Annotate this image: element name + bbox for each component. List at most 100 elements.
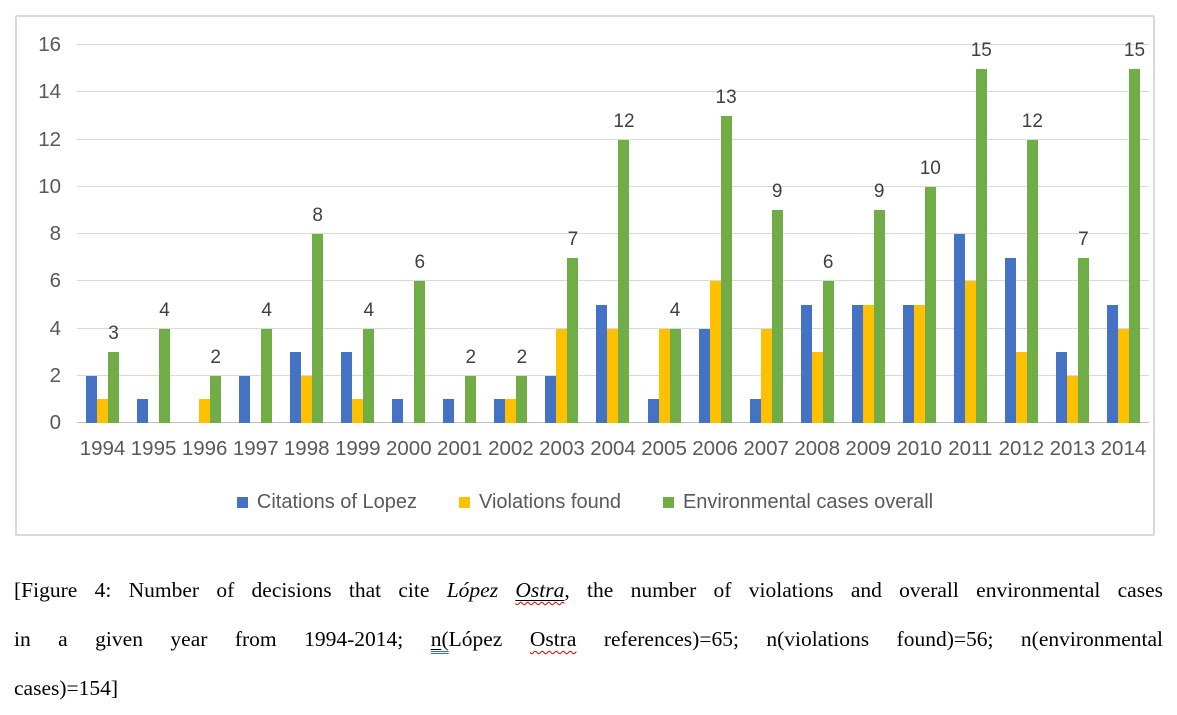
data-label-environmental-2003: 7	[567, 228, 579, 250]
bar-group-2006: 13	[690, 45, 741, 423]
bar-environmental-1998	[312, 234, 324, 423]
caption-segment-grammarcheck: n	[431, 627, 442, 651]
bar-group-1995: 4	[128, 45, 179, 423]
legend-swatch-icon	[662, 497, 674, 508]
x-axis: 1994 1995 1996 1997 1998 1999 2000 2001 2002 2003…	[77, 437, 1149, 461]
caption-line: [Figure 4: Number of decisions that cite…	[14, 566, 1163, 615]
bar-citations-1999	[341, 352, 353, 423]
bar-group-1996: 2	[179, 45, 230, 423]
y-axis-tick-label: 2	[49, 363, 61, 387]
bar-environmental-1994	[108, 352, 120, 423]
data-label-environmental-1996: 2	[210, 346, 221, 368]
x-axis-label-2002: 2002	[488, 437, 534, 460]
caption-segment: López	[448, 627, 530, 651]
bar-violations-2007	[760, 328, 772, 423]
gridline	[77, 138, 1149, 140]
bar-environmental-2012	[1026, 139, 1038, 423]
data-label-environmental-2009: 9	[873, 181, 885, 203]
bar-citations-1998	[290, 352, 302, 423]
x-axis-label-2012: 2012	[998, 437, 1045, 460]
x-axis-label-2011: 2011	[948, 437, 993, 460]
gridline	[77, 44, 1149, 45]
data-label-environmental-1998: 8	[312, 205, 323, 226]
plot-area: 0 2 4 6 8 10 12 14 16 3 4 2 4 8 4 6 2 2 7 12 4 13 9 6 9 10 15 12 7 15	[38, 34, 1149, 434]
data-label-environmental-2000: 6	[414, 252, 426, 274]
bar-citations-2006	[698, 328, 710, 423]
legend-label: Violations found	[479, 491, 621, 513]
caption-segment-italic: Ostra	[515, 578, 565, 602]
legend-label: Environmental cases overall	[682, 491, 934, 513]
bar-environmental-2001	[465, 375, 477, 423]
data-label-environmental-2011: 15	[970, 39, 992, 61]
bar-citations-2002	[494, 399, 506, 423]
bar-citations-2013	[1055, 352, 1067, 423]
bar-violations-2013	[1066, 375, 1078, 423]
bar-violations-2006	[709, 281, 721, 423]
y-axis-tick-label: 4	[49, 316, 61, 340]
bar-citations-2011	[953, 234, 965, 423]
y-axis-tick-label: 0	[49, 411, 61, 434]
bar-violations-1998	[301, 375, 313, 423]
data-label-environmental-2007: 9	[771, 181, 783, 203]
data-label-environmental-2010: 10	[919, 157, 941, 179]
x-axis-label-1998: 1998	[283, 437, 330, 460]
bar-group-1998: 8	[281, 45, 332, 423]
data-label-environmental-2001: 2	[465, 346, 477, 368]
data-label-environmental-1995: 4	[159, 299, 170, 321]
caption-segment: [Figure 4: Number of decisions that cite	[14, 578, 447, 602]
bar-group-1999: 4	[332, 45, 383, 423]
bar-group-2003: 7	[536, 45, 587, 423]
bar-environmental-1997	[261, 328, 273, 423]
y-axis-tick-label: 6	[49, 269, 61, 293]
x-axis-label-2010: 2010	[896, 437, 943, 460]
x-axis-label-1995: 1995	[130, 437, 177, 460]
bar-environmental-2014	[1128, 68, 1140, 423]
legend-item-environmental: Environmental cases overall	[662, 491, 934, 514]
bar-citations-2009	[851, 304, 863, 423]
data-label-environmental-2004: 12	[613, 110, 635, 132]
bar-violations-2009	[862, 304, 874, 423]
gridline	[77, 327, 1149, 329]
bar-group-2011: 15	[945, 40, 996, 423]
bar-citations-2004	[596, 304, 608, 423]
figure-caption: [Figure 4: Number of decisions that cite…	[14, 566, 1163, 713]
gridline	[77, 185, 1149, 187]
caption-segment-italic: López	[446, 578, 516, 602]
bar-environmental-2007	[771, 210, 783, 423]
bar-group-2009: 9	[843, 45, 894, 423]
bar-citations-1994	[86, 375, 98, 423]
bar-environmental-2002	[516, 375, 528, 423]
bar-violations-2002	[505, 399, 517, 423]
bar-citations-1995	[137, 399, 149, 423]
bar-group-2004: 12	[587, 45, 638, 423]
data-label-environmental-1999: 4	[363, 299, 375, 321]
legend-item-violations: Violations found	[459, 491, 621, 514]
data-label-environmental-2012: 12	[1021, 110, 1043, 132]
bar-group-2013: 7	[1047, 45, 1098, 423]
bar-citations-2001	[443, 399, 455, 423]
caption-segment-grammarcheck: (	[441, 627, 449, 651]
bar-violations-1996	[199, 399, 211, 423]
bar-group-1994: 3	[77, 45, 128, 423]
x-axis-label-1999: 1999	[334, 437, 381, 460]
bar-group-2008: 6	[792, 45, 843, 423]
bar-group-2012: 12	[996, 45, 1047, 423]
x-axis-label-1994: 1994	[79, 437, 126, 460]
bar-environmental-2005	[669, 328, 681, 423]
bar-violations-2010	[913, 304, 925, 423]
figure-4-bar-chart: 0 2 4 6 8 10 12 14 16 3 4 2 4 8 4 6 2 2 7 12 4 13 9 6 9 10 15 12 7 15…	[15, 15, 1155, 536]
bar-violations-2011	[964, 281, 976, 423]
bar-group-2005: 4	[639, 45, 690, 423]
data-label-environmental-2008: 6	[822, 252, 834, 274]
bar-citations-2010	[902, 304, 914, 423]
x-axis-label-2013: 2013	[1049, 437, 1096, 460]
bar-citations-2012	[1004, 257, 1016, 423]
bar-citations-2005	[647, 399, 659, 423]
legend-label: Citations of Lopez	[256, 491, 417, 513]
data-label-environmental-2002: 2	[516, 346, 528, 368]
bar-violations-2004	[607, 328, 619, 423]
caption-line: cases)=154]	[14, 664, 1163, 713]
caption-segment: , the number of violations and overall e…	[564, 578, 1163, 602]
legend-swatch-icon	[459, 497, 470, 508]
caption-segment-underline: n	[430, 627, 442, 651]
